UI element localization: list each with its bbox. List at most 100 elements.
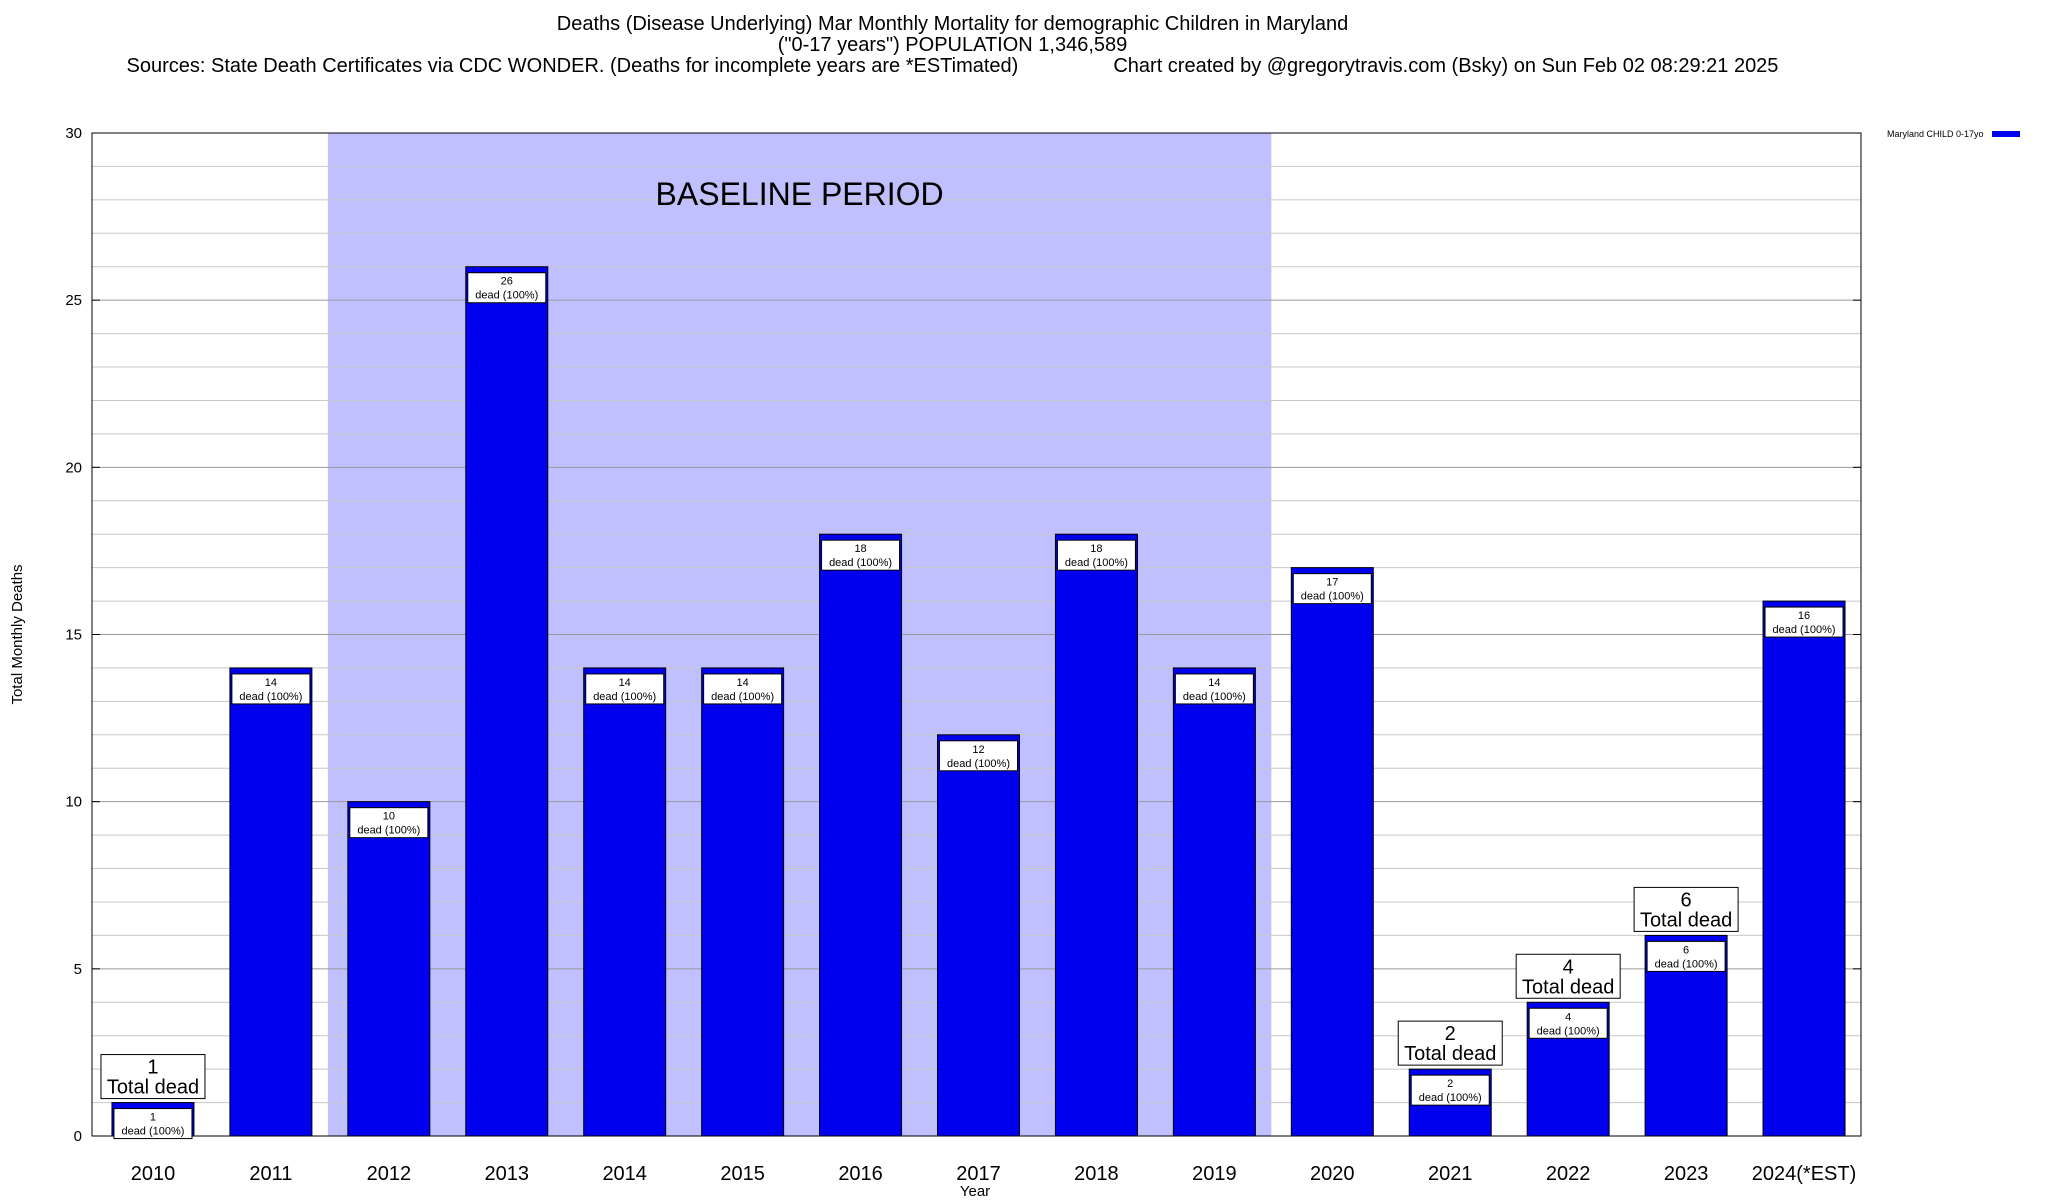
- total-label-value: 2: [1445, 1023, 1456, 1045]
- inner-label-value: 14: [619, 677, 631, 689]
- x-tick-label: 2014: [602, 1163, 647, 1185]
- total-label-box: [100, 1054, 206, 1100]
- bar: [701, 667, 785, 1137]
- chart-title-block: Deaths (Disease Underlying) Mar Monthly …: [0, 14, 1905, 77]
- inner-label-value: 17: [1326, 577, 1338, 589]
- inner-label-suffix: dead (100%): [1537, 1025, 1600, 1037]
- inner-label-suffix: dead (100%): [1773, 624, 1836, 636]
- x-tick-label: 2024(*EST): [1752, 1163, 1857, 1185]
- inner-label-box: [1174, 673, 1254, 705]
- chart-sources: Sources: State Death Certificates via CD…: [126, 55, 1019, 77]
- inner-label-suffix: dead (100%): [1655, 958, 1718, 970]
- bar: [347, 801, 431, 1137]
- bar: [583, 667, 667, 1137]
- inner-label-suffix: dead (100%): [947, 758, 1010, 770]
- inner-label-box: [1646, 940, 1726, 972]
- inner-label-value: 14: [1208, 677, 1220, 689]
- inner-label-box: [1410, 1074, 1490, 1106]
- inner-label-suffix: dead (100%): [1419, 1092, 1482, 1104]
- bar: [229, 667, 313, 1137]
- x-tick-label: 2013: [485, 1163, 530, 1185]
- inner-label-suffix: dead (100%): [711, 691, 774, 703]
- inner-label-value: 4: [1565, 1011, 1571, 1023]
- inner-label-box: [1764, 606, 1844, 638]
- chart-credit: Chart created by @gregorytravis.com (Bsk…: [1113, 55, 1779, 77]
- total-label-value: 6: [1681, 889, 1692, 911]
- x-tick-label: 2017: [956, 1163, 1001, 1185]
- y-tick-label: 30: [65, 125, 82, 142]
- inner-label-value: 10: [383, 811, 395, 823]
- legend-swatch: [1991, 131, 2020, 137]
- bar: [819, 533, 903, 1137]
- inner-label-box: [703, 673, 783, 705]
- x-tick-label: 2011: [249, 1163, 292, 1185]
- y-tick-label: 5: [74, 961, 82, 978]
- inner-label-box: [349, 807, 429, 839]
- inner-label-value: 6: [1683, 944, 1689, 956]
- total-label-suffix: Total dead: [1522, 976, 1614, 998]
- inner-label-value: 14: [265, 677, 277, 689]
- y-tick-label: 15: [65, 627, 82, 644]
- x-tick-label: 2015: [720, 1163, 765, 1185]
- inner-label-value: 16: [1798, 610, 1810, 622]
- inner-label-suffix: dead (100%): [357, 825, 420, 837]
- x-tick-label: 2010: [131, 1163, 176, 1185]
- inner-label-suffix: dead (100%): [1301, 591, 1364, 603]
- inner-label-suffix: dead (100%): [239, 691, 302, 703]
- inner-label-box: [1056, 539, 1136, 571]
- inner-label-box: [821, 539, 901, 571]
- x-tick-label: 2012: [367, 1163, 412, 1185]
- total-label-box: [1633, 886, 1739, 932]
- inner-label-value: 14: [737, 677, 749, 689]
- total-label-value: 4: [1563, 956, 1574, 978]
- sources-credit-line: Sources: State Death Certificates via CD…: [0, 56, 1905, 77]
- total-label-suffix: Total dead: [107, 1077, 199, 1099]
- bar: [465, 266, 549, 1137]
- inner-label-value: 26: [501, 276, 513, 288]
- chart-subtitle: ("0-17 years") POPULATION 1,346,589: [777, 34, 1128, 56]
- y-tick-label: 25: [65, 292, 82, 309]
- inner-label-value: 12: [972, 744, 984, 756]
- inner-label-box: [1528, 1007, 1608, 1039]
- bar: [1172, 667, 1256, 1137]
- inner-label-box: [585, 673, 665, 705]
- total-label-box: [1397, 1020, 1503, 1066]
- inner-label-suffix: dead (100%): [121, 1126, 184, 1138]
- y-tick-label: 10: [65, 794, 82, 811]
- total-label-suffix: Total dead: [1640, 909, 1732, 931]
- x-tick-label: 2020: [1310, 1163, 1355, 1185]
- y-tick-label: 0: [74, 1128, 82, 1145]
- inner-label-value: 1: [150, 1112, 156, 1124]
- total-label-box: [1515, 953, 1621, 999]
- legend: Maryland CHILD 0-17yo: [1887, 129, 2020, 139]
- inner-label-suffix: dead (100%): [475, 290, 538, 302]
- x-tick-label: 2023: [1664, 1163, 1709, 1185]
- x-tick-label: 2021: [1428, 1163, 1473, 1185]
- inner-label-suffix: dead (100%): [1065, 557, 1128, 569]
- inner-label-value: 18: [1090, 543, 1102, 555]
- x-axis-label: Year: [960, 1183, 990, 1200]
- x-tick-label: 2019: [1192, 1163, 1237, 1185]
- bar: [937, 734, 1020, 1137]
- y-axis-label: Total Monthly Deaths: [9, 564, 26, 704]
- x-tick-label: 2016: [838, 1163, 883, 1185]
- bar: [1762, 600, 1846, 1137]
- inner-label-value: 18: [854, 543, 866, 555]
- baseline-label: BASELINE PERIOD: [656, 176, 944, 212]
- x-tick-label: 2018: [1074, 1163, 1119, 1185]
- x-tick-label: 2022: [1546, 1163, 1591, 1185]
- inner-label-suffix: dead (100%): [593, 691, 656, 703]
- bar: [1290, 567, 1374, 1137]
- total-label-suffix: Total dead: [1404, 1043, 1496, 1065]
- inner-label-box: [939, 740, 1018, 772]
- inner-label-suffix: dead (100%): [1183, 691, 1246, 703]
- legend-label: Maryland CHILD 0-17yo: [1887, 129, 1984, 139]
- inner-label-suffix: dead (100%): [829, 557, 892, 569]
- chart-title: Deaths (Disease Underlying) Mar Monthly …: [556, 13, 1349, 35]
- inner-label-value: 2: [1447, 1078, 1453, 1090]
- inner-label-box: [1292, 573, 1372, 605]
- total-label-value: 1: [147, 1057, 158, 1079]
- inner-label-box: [231, 673, 311, 705]
- y-tick-label: 20: [65, 459, 82, 476]
